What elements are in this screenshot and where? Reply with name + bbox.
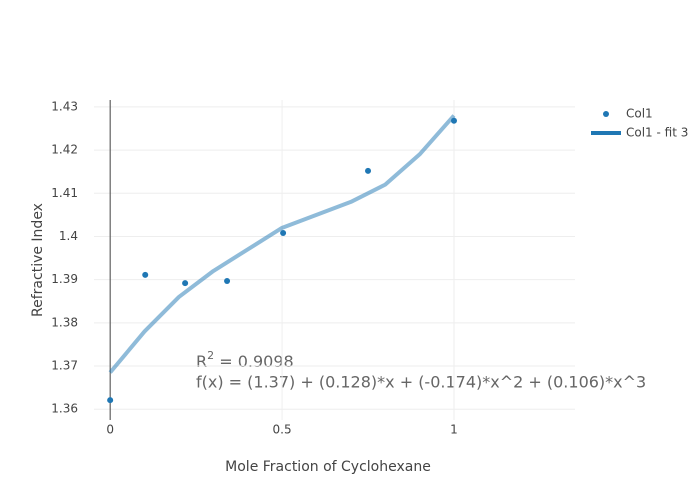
r-sup: 2: [207, 349, 214, 362]
legend-label: Col1: [626, 107, 653, 121]
data-point: [142, 271, 149, 278]
y-tick-label: 1.37: [51, 359, 78, 373]
legend-label: Col1 - fit 3: [626, 126, 688, 140]
y-tick-label: 1.42: [51, 143, 78, 157]
y-tick-label: 1.41: [51, 186, 78, 200]
y-tick-label: 1.43: [51, 99, 78, 113]
data-point: [182, 280, 189, 287]
x-axis-label: Mole Fraction of Cyclohexane: [225, 459, 431, 475]
fit-line: [108, 114, 456, 374]
y-tick-label: 1.4: [59, 229, 78, 243]
data-point: [450, 117, 457, 124]
x-tick-label: 0: [106, 423, 114, 437]
r-squared: R2 = 0.9098: [196, 349, 294, 371]
data-point: [224, 277, 231, 284]
x-tick-label: 0.5: [273, 423, 292, 437]
data-point: [107, 397, 114, 404]
data-point: [280, 230, 287, 237]
fit-formula: f(x) = (1.37) + (0.128)*x + (-0.174)*x^2…: [196, 373, 646, 392]
x-tick-label: 1: [450, 423, 458, 437]
y-tick-label: 1.38: [51, 315, 78, 329]
r-base: R: [196, 352, 207, 371]
y-tick-label: 1.36: [51, 402, 78, 416]
y-axis-label: Refractive Index: [30, 203, 46, 317]
legend-marker: [603, 111, 609, 117]
y-tick-label: 1.39: [51, 272, 78, 286]
data-point: [365, 167, 372, 174]
